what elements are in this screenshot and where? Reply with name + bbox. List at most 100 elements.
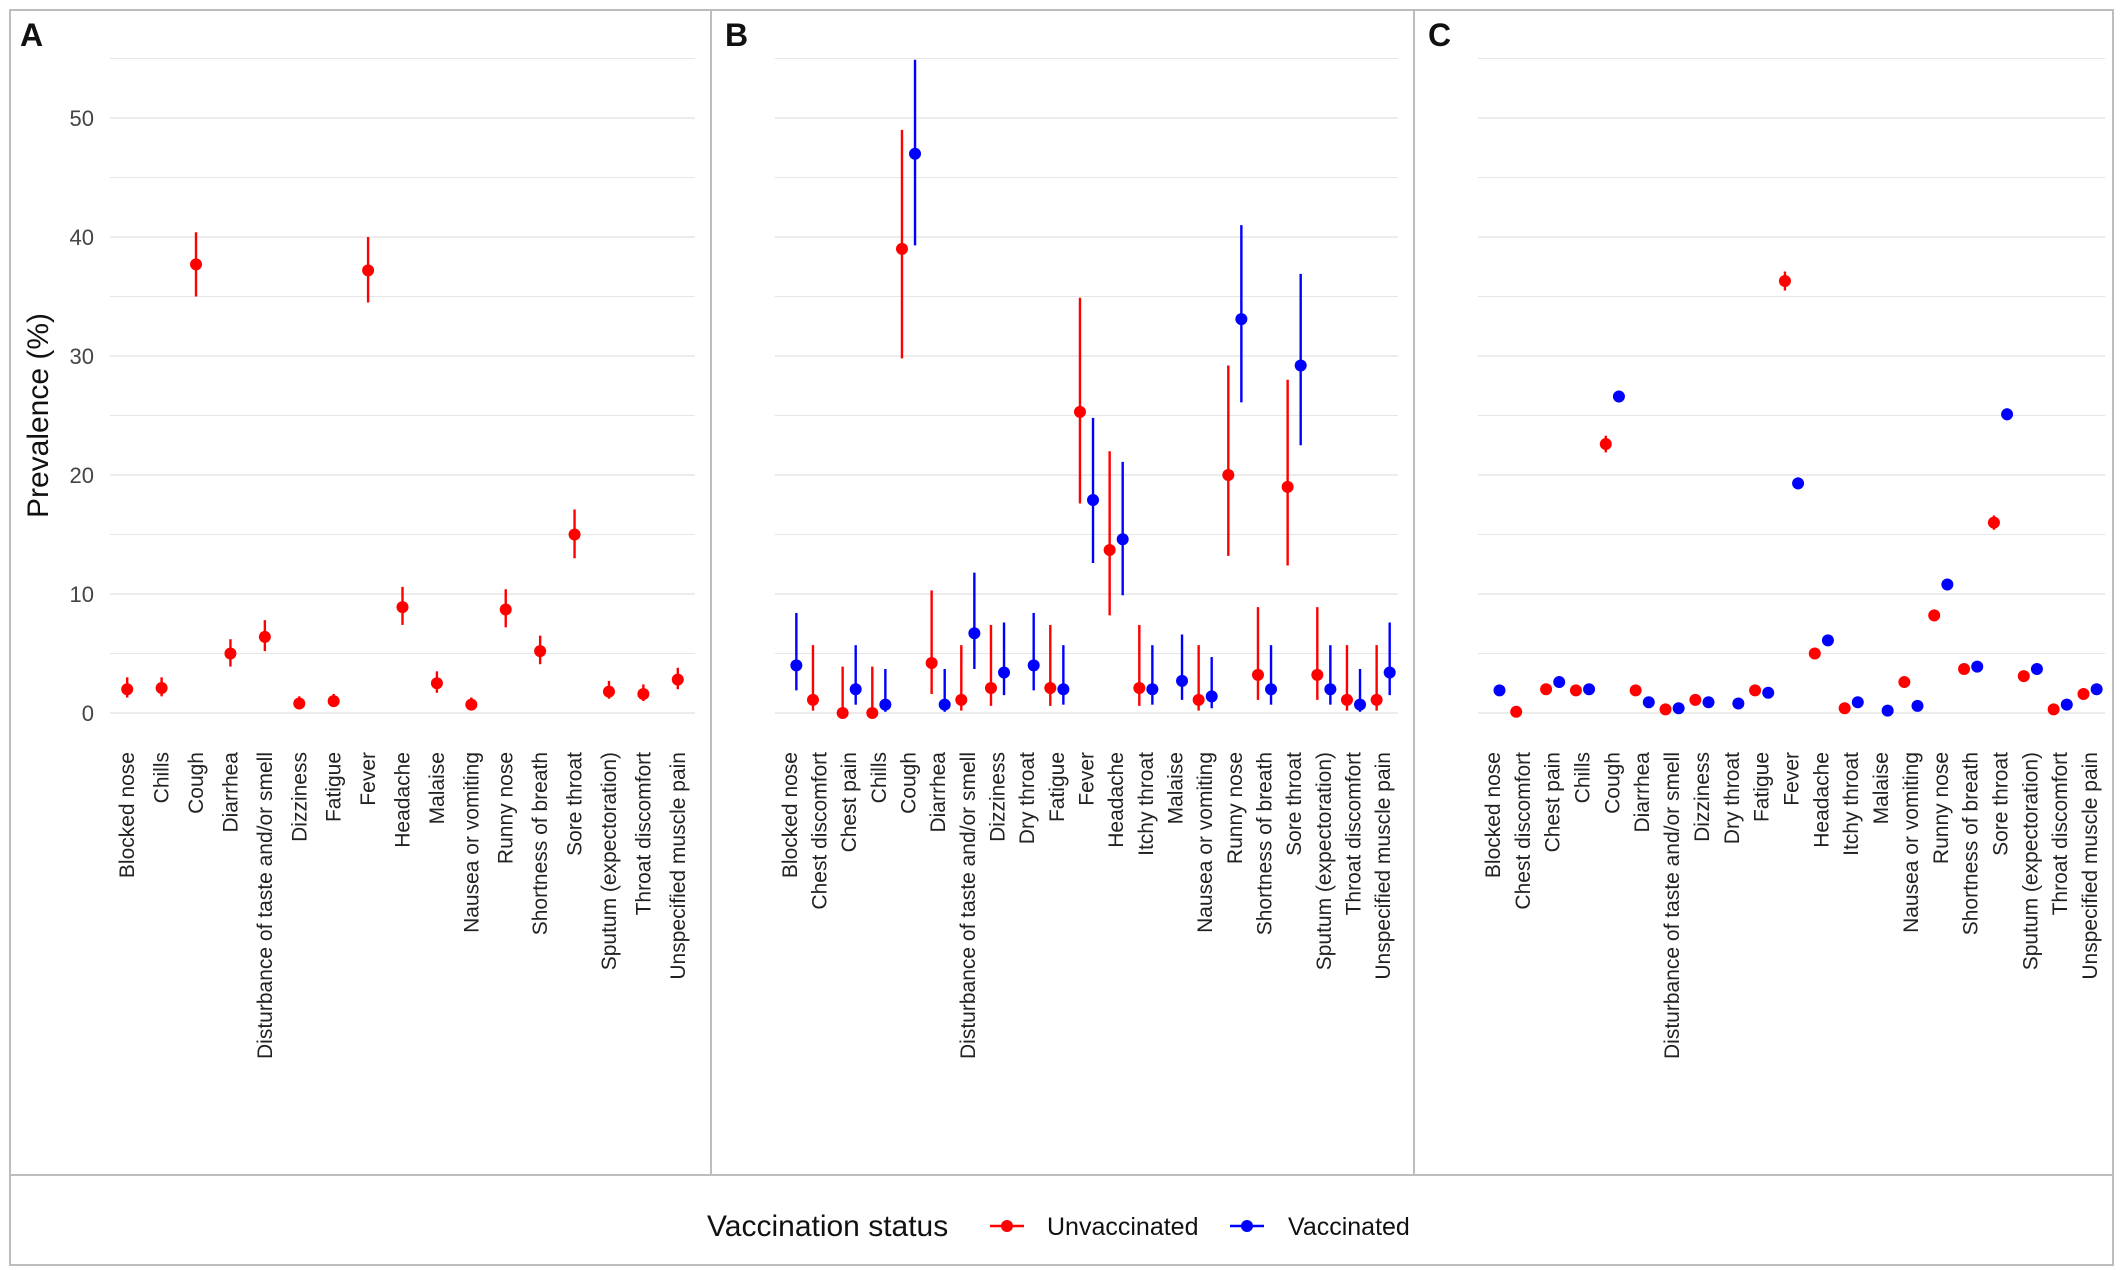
point-vaccinated-unspecified-muscle-pain	[1383, 666, 1396, 679]
y-tick-label: 0	[82, 701, 94, 726]
point-unvaccinated-headache	[1103, 543, 1116, 556]
point-unvaccinated-fatigue	[327, 695, 340, 708]
legend-title: Vaccination status	[707, 1210, 948, 1243]
point-unvaccinated-sore-throat	[1281, 480, 1294, 493]
y-tick-label: 20	[70, 463, 94, 488]
point-unvaccinated-runny-nose	[499, 603, 512, 616]
x-tick-label: Diarrhea	[927, 752, 950, 833]
x-tick-label: Disturbance of taste and/or smell	[1661, 752, 1684, 1059]
point-vaccinated-sputum-expectoration	[1324, 683, 1337, 696]
point-vaccinated-fatigue	[1762, 686, 1775, 699]
x-tick-label: Throat discomfort	[632, 752, 655, 916]
y-tick-label: 30	[70, 344, 94, 369]
point-vaccinated-runny-nose	[1941, 578, 1954, 591]
legend-label-unvaccinated: Unvaccinated	[1047, 1213, 1198, 1241]
point-vaccinated-fatigue	[1057, 683, 1070, 696]
point-unvaccinated-malaise	[430, 677, 443, 690]
legend-key-dot-unvaccinated	[1001, 1220, 1013, 1232]
panel-b: B Blocked nose Chest discomfort Chest pain C…	[725, 17, 1398, 1059]
x-tick-label: Chills	[868, 752, 891, 803]
point-unvaccinated-fever	[1073, 405, 1086, 418]
x-tick-label: Fever	[1076, 752, 1099, 806]
x-tick-label: Runny nose	[1224, 752, 1247, 864]
x-tick-label: Shortness of breath	[529, 752, 552, 935]
x-tick-label: Diarrhea	[1631, 752, 1654, 833]
point-unvaccinated-diarrhea	[224, 647, 237, 660]
point-vaccinated-nausea-or-vomiting	[1205, 690, 1218, 703]
point-vaccinated-headache	[1821, 634, 1834, 647]
point-vaccinated-dry-throat	[1027, 659, 1040, 672]
point-unvaccinated-dizziness	[293, 697, 306, 710]
point-unvaccinated-sore-throat	[1987, 516, 2000, 529]
x-tick-label: Fever	[1781, 752, 1804, 806]
point-vaccinated-diarrhea	[1642, 696, 1655, 709]
x-tick-label: Diarrhea	[219, 752, 242, 833]
point-vaccinated-unspecified-muscle-pain	[2090, 683, 2103, 696]
point-vaccinated-blocked-nose	[790, 659, 803, 672]
point-unvaccinated-chills	[1569, 684, 1582, 697]
point-unvaccinated-chest-discomfort	[1510, 705, 1523, 718]
point-vaccinated-malaise	[1881, 704, 1894, 717]
point-unvaccinated-chills	[155, 682, 168, 695]
y-tick-label: 50	[70, 106, 94, 131]
point-unvaccinated-sputum-expectoration	[1311, 668, 1324, 681]
point-unvaccinated-disturbance-of-taste-and-or-smell	[258, 630, 271, 643]
point-unvaccinated-disturbance-of-taste-and-or-smell	[955, 693, 968, 706]
x-tick-label: Unspecified muscle pain	[2079, 752, 2102, 980]
point-vaccinated-fever	[1792, 477, 1805, 490]
x-tick-label: Dry throat	[1016, 752, 1039, 844]
point-vaccinated-sore-throat	[1294, 359, 1307, 372]
y-tick-label: 10	[70, 582, 94, 607]
x-tick-label: Fatigue	[1046, 752, 1069, 822]
x-tick-label: Sore throat	[1283, 752, 1306, 856]
point-unvaccinated-cough	[895, 242, 908, 255]
point-vaccinated-nausea-or-vomiting	[1911, 699, 1924, 712]
panel-letter: A	[20, 17, 43, 53]
x-tick-label: Runny nose	[495, 752, 518, 864]
x-tick-label: Unspecified muscle pain	[1372, 752, 1395, 980]
x-tick-label: Runny nose	[1930, 752, 1953, 864]
legend: Vaccination status Unvaccinated Vaccinated	[707, 1210, 1410, 1243]
x-tick-label: Sore throat	[1990, 752, 2013, 856]
x-tick-label: Fever	[357, 752, 380, 806]
x-tick-label: Headache	[1105, 752, 1128, 848]
point-unvaccinated-unspecified-muscle-pain	[2077, 687, 2090, 700]
x-tick-label: Dizziness	[987, 752, 1010, 842]
x-tick-label: Sore throat	[564, 752, 587, 856]
point-unvaccinated-disturbance-of-taste-and-or-smell	[1659, 703, 1672, 716]
point-unvaccinated-chills	[866, 707, 879, 719]
point-unvaccinated-nausea-or-vomiting	[1898, 676, 1911, 689]
x-tick-label: Nausea or vomiting	[1900, 752, 1923, 933]
x-tick-label: Headache	[1810, 752, 1833, 848]
point-unvaccinated-fever	[362, 264, 375, 277]
point-unvaccinated-cough	[1599, 438, 1612, 451]
point-unvaccinated-diarrhea	[925, 657, 938, 670]
point-vaccinated-diarrhea	[938, 698, 951, 711]
outer-frame	[9, 9, 2114, 1266]
point-vaccinated-dry-throat	[1732, 697, 1745, 710]
point-vaccinated-dizziness	[998, 666, 1011, 679]
panel-a: A 0 10 20 30 40 50 Prevalence (%) Blocked nose Ch…	[20, 17, 695, 1059]
x-tick-label: Dizziness	[288, 752, 311, 842]
point-vaccinated-chest-pain	[849, 683, 862, 696]
point-unvaccinated-chest-discomfort	[806, 693, 819, 706]
panel-letter: B	[725, 17, 748, 53]
point-vaccinated-runny-nose	[1235, 313, 1248, 326]
x-tick-label: Headache	[392, 752, 415, 848]
point-vaccinated-shortness-of-breath	[1265, 683, 1278, 696]
point-unvaccinated-sore-throat	[568, 528, 581, 541]
point-unvaccinated-throat-discomfort	[2047, 703, 2060, 716]
x-tick-label: Blocked nose	[1482, 752, 1505, 878]
point-unvaccinated-runny-nose	[1222, 469, 1235, 481]
point-vaccinated-itchy-throat	[1851, 696, 1864, 709]
point-unvaccinated-dizziness	[984, 682, 997, 695]
point-unvaccinated-chest-pain	[836, 707, 849, 719]
x-tick-label: Fatigue	[1751, 752, 1774, 822]
x-tick-label: Throat discomfort	[1343, 752, 1366, 916]
point-unvaccinated-shortness-of-breath	[534, 645, 547, 658]
x-tick-label: Chest pain	[838, 752, 861, 852]
point-unvaccinated-sputum-expectoration	[2017, 670, 2030, 683]
point-vaccinated-malaise	[1176, 674, 1189, 687]
point-vaccinated-cough	[1612, 390, 1625, 403]
